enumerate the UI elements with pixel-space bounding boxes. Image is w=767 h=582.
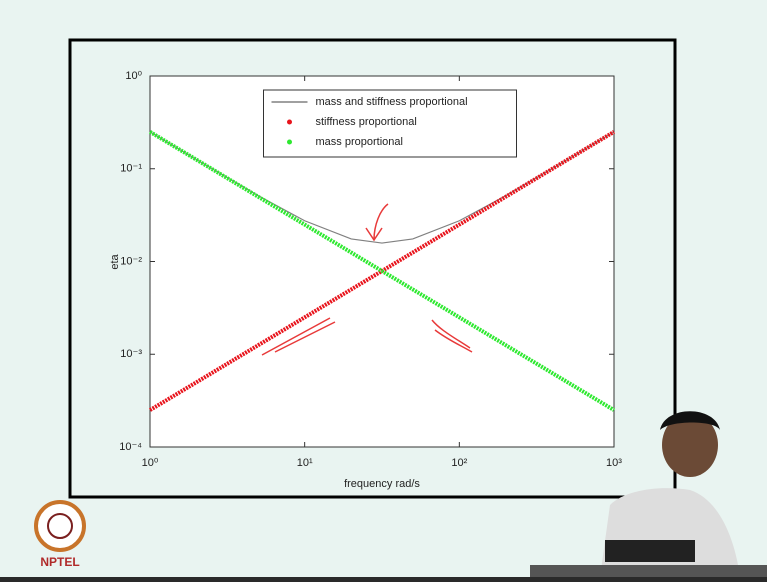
x-tick-label: 10³	[606, 457, 622, 469]
legend-marker	[287, 120, 292, 125]
legend-label: mass and stiffness proportional	[316, 96, 468, 108]
page: frequency rad/s eta NPTEL 10⁰ 10¹ 10² 10³ 10…	[0, 0, 767, 582]
legend-marker	[287, 140, 292, 145]
x-tick-label: 10⁰	[142, 457, 159, 469]
desk	[530, 565, 767, 577]
slide: frequency rad/s eta NPTEL 10⁰ 10¹ 10² 10³ 10…	[0, 0, 767, 577]
y-tick-label: 10⁻⁴	[119, 441, 142, 453]
logo: NPTEL	[36, 502, 84, 569]
legend-label: mass proportional	[316, 136, 403, 148]
y-axis-label: eta	[109, 253, 121, 269]
x-tick-label: 10²	[451, 457, 467, 469]
legend-label: stiffness proportional	[316, 116, 417, 128]
logo-text: NPTEL	[40, 555, 79, 569]
desk-tablet	[605, 540, 695, 562]
x-tick-label: 10¹	[297, 457, 313, 469]
y-tick-label: 10⁻²	[120, 255, 142, 267]
y-tick-label: 10⁰	[125, 70, 142, 82]
y-tick-label: 10⁻¹	[120, 163, 142, 175]
x-axis-label: frequency rad/s	[344, 478, 420, 490]
logo-ring	[36, 502, 84, 550]
legend: mass and stiffness proportional stiffness…	[264, 90, 517, 157]
y-tick-label: 10⁻³	[120, 348, 142, 360]
